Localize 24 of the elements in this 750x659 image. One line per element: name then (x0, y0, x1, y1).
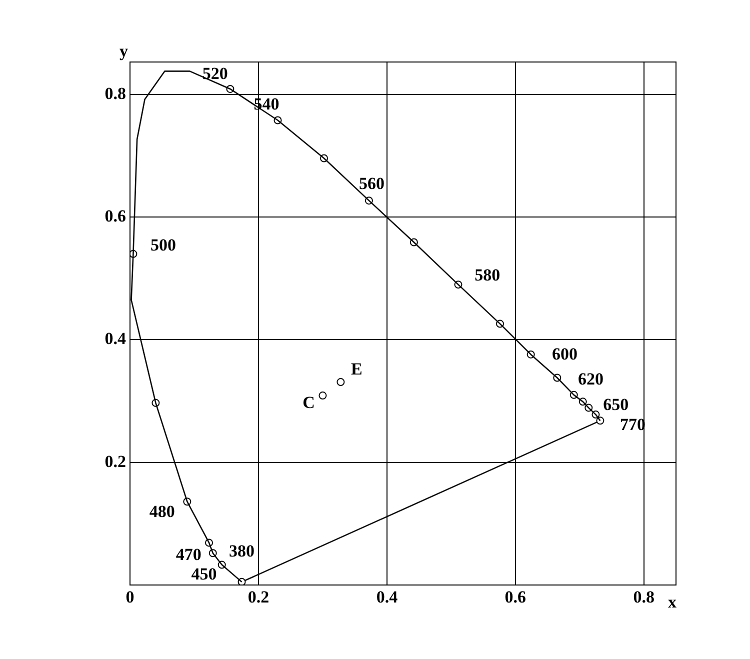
annotation: 480 (149, 502, 175, 521)
annotation: 600 (552, 344, 578, 364)
y-tick-label: 0.8 (104, 84, 126, 103)
y-tick-label: 0.4 (104, 329, 126, 348)
series-label: C (302, 392, 315, 412)
x-tick-label: 0.8 (633, 588, 655, 607)
x-tick-label: 0.4 (376, 588, 398, 607)
annotation: 580 (474, 266, 500, 285)
x-tick-label: 0.6 (504, 588, 526, 607)
annotation: 560 (359, 174, 385, 194)
annotation: 380 (229, 541, 255, 560)
annotation: 520 (202, 64, 228, 84)
annotation: 500 (150, 235, 176, 254)
y-tick-label: 0.2 (104, 452, 126, 471)
annotation: 620 (578, 370, 604, 389)
x-tick-label: 0 (126, 588, 134, 607)
series-label: E (351, 359, 362, 378)
annotation: 450 (191, 564, 217, 584)
x-tick-label: 0.2 (248, 588, 270, 607)
annotation: 470 (176, 544, 202, 564)
x-axis-title: x (668, 592, 677, 612)
y-tick-label: 0.6 (104, 206, 126, 226)
y-axis-title: y (120, 41, 128, 60)
annotation: 650 (603, 394, 629, 414)
